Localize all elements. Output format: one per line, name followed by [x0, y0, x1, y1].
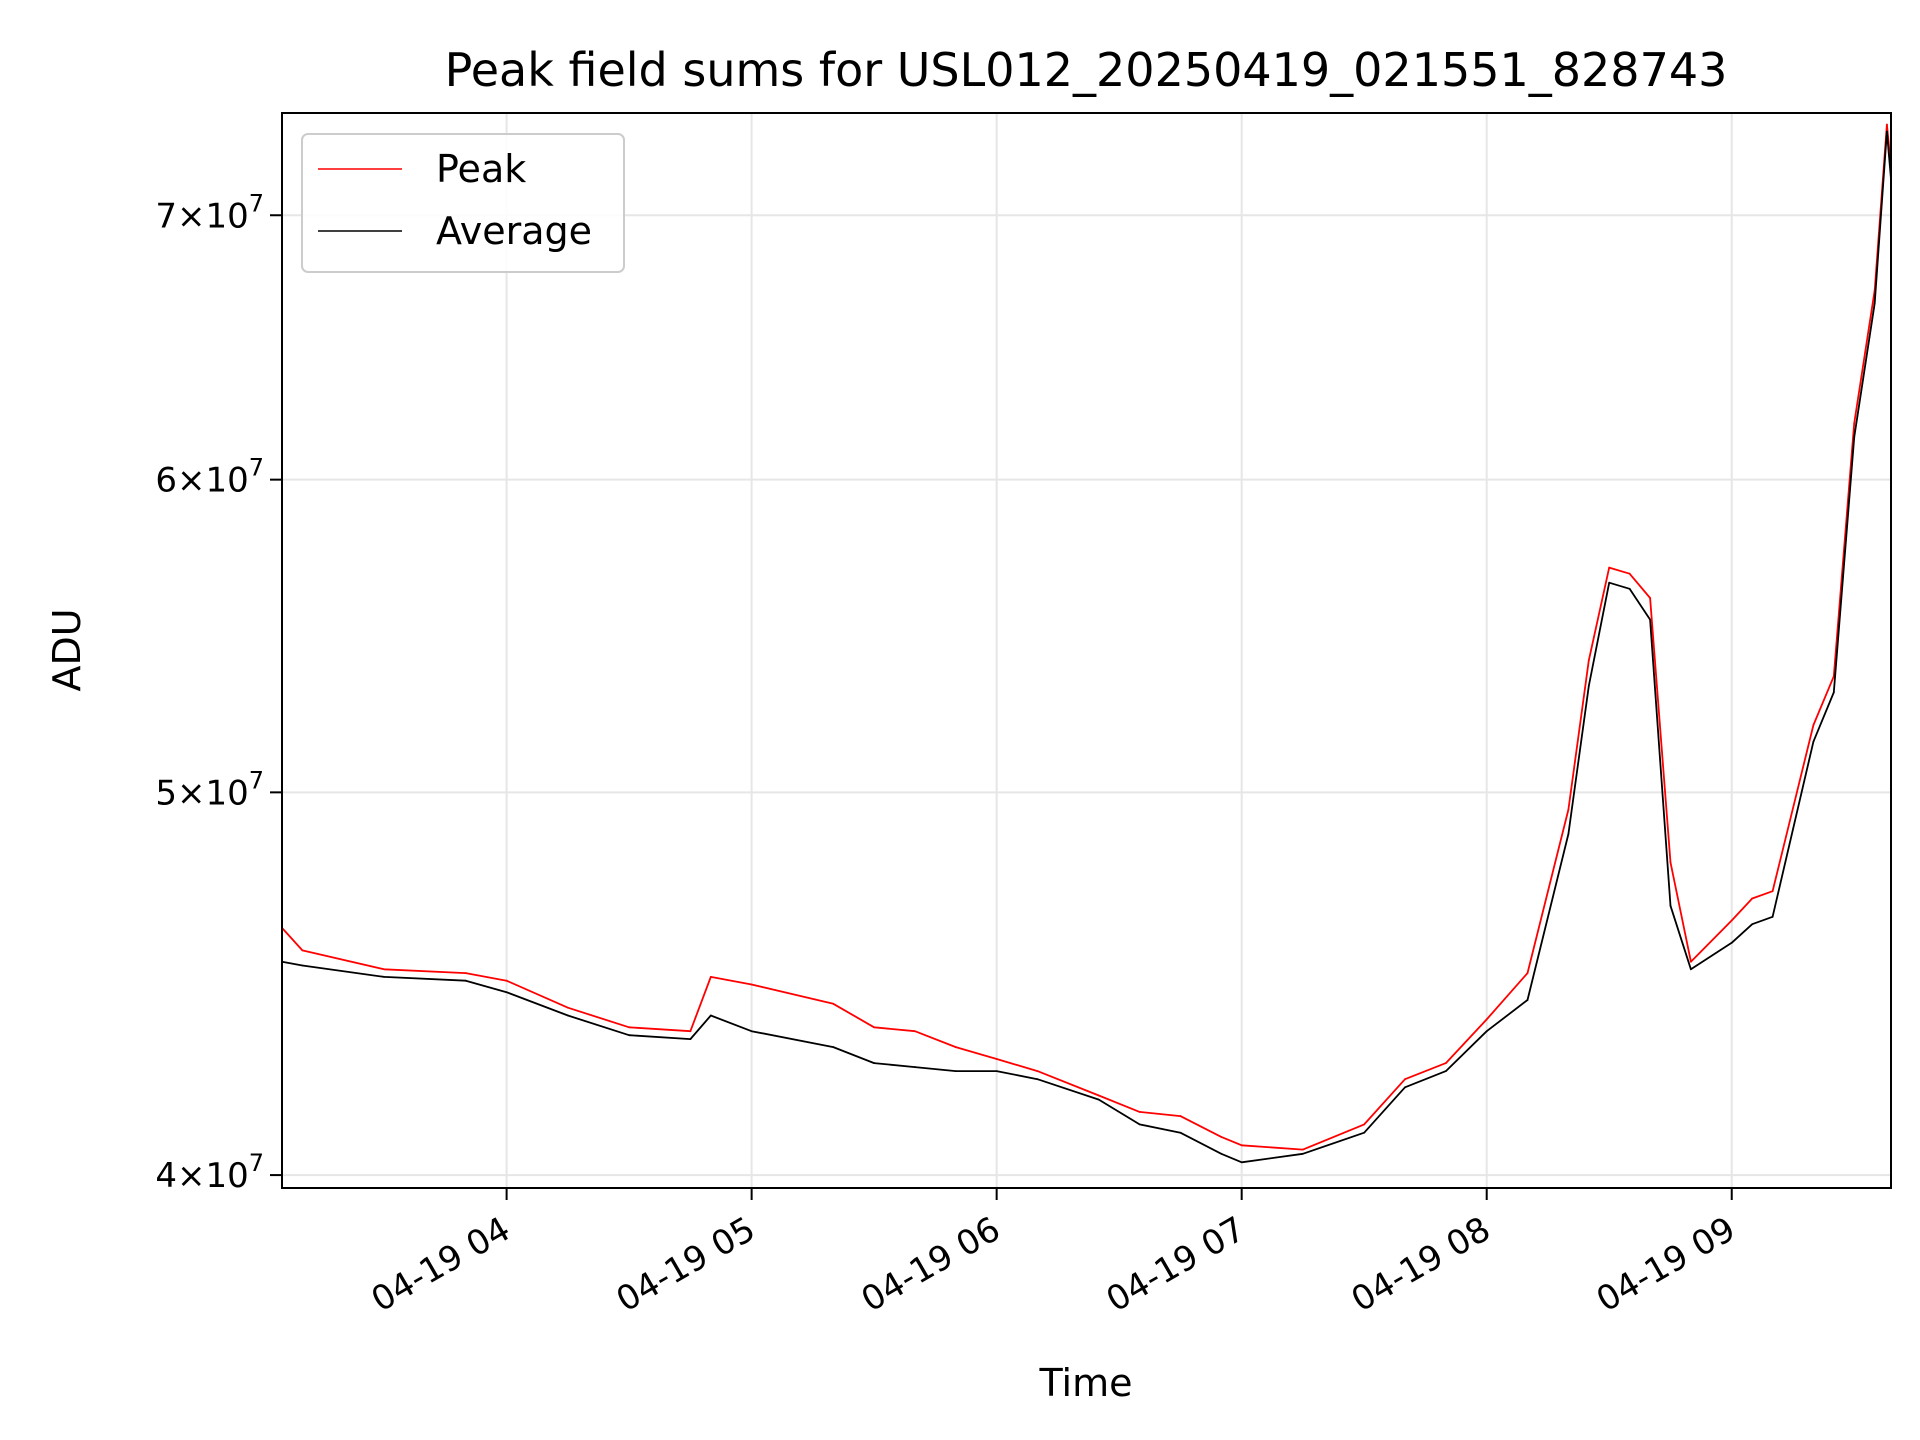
data-point-average: [689, 1038, 692, 1041]
data-point-peak: [1751, 897, 1754, 900]
y-axis: 4×107 5×107 6×107 7×107: [155, 189, 282, 1196]
data-point-peak: [1853, 422, 1856, 425]
data-point-average: [1485, 1030, 1488, 1033]
data-point-average: [628, 1034, 631, 1037]
data-point-peak: [1138, 1111, 1141, 1113]
data-point-peak: [1608, 566, 1611, 569]
data-point-peak: [1526, 972, 1529, 974]
legend-label-peak: Peak: [436, 147, 526, 191]
data-point-average: [1873, 302, 1876, 305]
data-point-average: [873, 1062, 876, 1064]
data-point-average: [1404, 1086, 1406, 1089]
y-tick-label: 6×107: [155, 454, 264, 501]
data-point-average: [1853, 436, 1856, 439]
data-point-average: [954, 1070, 957, 1073]
plot-frame: [281, 112, 1892, 1189]
data-point-average: [1220, 1152, 1223, 1155]
data-point-peak: [1363, 1123, 1366, 1126]
data-point-peak: [1771, 890, 1774, 893]
data-point-average: [1628, 587, 1631, 590]
data-point-peak: [1097, 1094, 1100, 1097]
data-point-peak: [1812, 724, 1815, 726]
grid: [282, 113, 1891, 1188]
data-point-peak: [750, 983, 753, 986]
data-point-peak: [566, 1006, 569, 1009]
data-point-peak: [383, 968, 385, 971]
data-point-average: [1812, 740, 1815, 743]
data-point-peak: [873, 1026, 876, 1029]
data-point-average: [1832, 691, 1835, 694]
data-point-average: [1730, 941, 1733, 944]
data-point-average: [1669, 904, 1672, 907]
legend: Peak Average: [301, 133, 625, 273]
data-point-peak: [301, 949, 304, 952]
data-point-peak: [1669, 861, 1672, 864]
data-point-average: [1587, 685, 1590, 687]
y-axis-label: ADU: [45, 608, 89, 691]
data-point-average: [832, 1046, 835, 1048]
x-axis-label: Time: [1039, 1361, 1133, 1405]
data-point-peak: [1649, 597, 1651, 599]
data-point-average: [301, 964, 304, 967]
data-point-average: [1444, 1070, 1447, 1073]
data-point-average: [566, 1014, 569, 1017]
data-point-average: [1138, 1123, 1141, 1126]
data-point-peak: [628, 1026, 631, 1029]
data-point-average: [914, 1066, 916, 1068]
data-point-average: [1302, 1152, 1304, 1155]
data-point-average: [1240, 1161, 1243, 1164]
data-point-peak: [1485, 1018, 1488, 1021]
data-point-peak: [1036, 1070, 1039, 1073]
data-point-peak: [1587, 659, 1590, 662]
data-point-average: [505, 991, 508, 994]
data-point-peak: [1444, 1062, 1447, 1064]
data-point-average: [1567, 833, 1570, 835]
data-point-average: [1179, 1131, 1182, 1134]
y-tick-label: 7×107: [155, 189, 264, 236]
data-point-average: [1689, 968, 1692, 971]
y-tick-label: 4×107: [155, 1149, 264, 1196]
data-point-average: [1608, 581, 1611, 584]
data-point-average: [1526, 999, 1529, 1001]
data-point-peak: [1886, 123, 1888, 126]
data-point-peak: [995, 1058, 998, 1060]
data-point-peak: [1302, 1148, 1304, 1151]
data-point-average: [383, 975, 385, 978]
data-point-average: [1751, 923, 1754, 926]
data-point-peak: [1730, 919, 1733, 922]
data-point-peak: [1220, 1136, 1223, 1138]
data-point-peak: [464, 972, 467, 974]
data-point-average: [750, 1030, 753, 1033]
data-point-peak: [1179, 1115, 1182, 1117]
data-point-peak: [1628, 572, 1631, 575]
data-point-average: [1649, 618, 1651, 621]
data-point-average: [1363, 1131, 1366, 1134]
data-point-peak: [709, 975, 712, 978]
chart-title: Peak field sums for USL012_20250419_0215…: [445, 43, 1728, 97]
data-point-peak: [689, 1030, 692, 1033]
data-point-average: [1036, 1078, 1039, 1081]
data-point-average: [1097, 1098, 1100, 1101]
data-point-peak: [1404, 1078, 1406, 1081]
data-point-peak: [1689, 960, 1692, 963]
legend-label-average: Average: [436, 209, 592, 253]
data-point-peak: [954, 1046, 957, 1048]
data-point-peak: [1567, 808, 1570, 811]
data-point-peak: [1240, 1144, 1243, 1147]
data-point-average: [1886, 130, 1888, 133]
data-point-average: [464, 979, 467, 982]
data-point-average: [1771, 915, 1774, 918]
series-layer: [281, 123, 1892, 1164]
data-point-peak: [914, 1030, 916, 1033]
data-point-peak: [505, 979, 508, 982]
y-tick-label: 5×107: [155, 766, 264, 813]
data-point-average: [995, 1070, 998, 1073]
data-point-average: [709, 1014, 712, 1017]
data-point-peak: [832, 1002, 835, 1005]
